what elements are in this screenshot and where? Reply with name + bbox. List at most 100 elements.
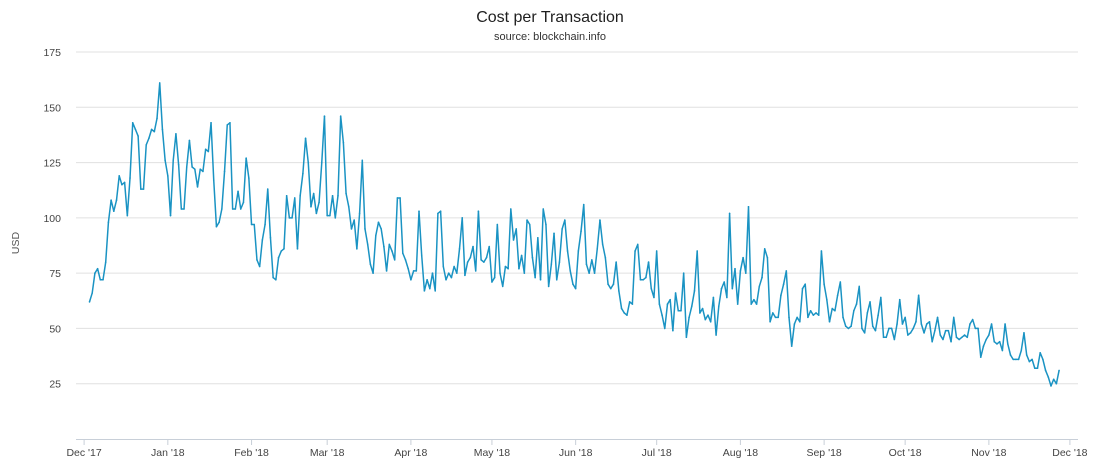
data-point (655, 250, 658, 252)
data-point (772, 312, 774, 314)
data-point (917, 294, 920, 297)
data-point (639, 278, 642, 281)
data-point (807, 316, 809, 319)
data-point (131, 121, 134, 124)
data-point (518, 267, 520, 270)
data-point (415, 270, 418, 272)
data-point (569, 270, 572, 272)
data-point (499, 272, 501, 274)
data-point (447, 272, 450, 274)
data-point (582, 203, 585, 206)
data-point (339, 115, 342, 117)
data-point (753, 298, 755, 301)
data-point (185, 166, 188, 168)
data-point (1058, 369, 1060, 372)
data-point (1015, 358, 1017, 361)
data-point (601, 243, 604, 246)
data-point (491, 281, 493, 283)
data-point (974, 327, 977, 330)
data-point (526, 219, 528, 221)
data-point (958, 338, 960, 341)
data-point (707, 314, 709, 316)
data-point (704, 318, 707, 321)
data-point (604, 256, 607, 259)
data-point (537, 236, 539, 239)
data-point (1039, 351, 1041, 354)
data-point (196, 186, 199, 188)
data-point (113, 210, 115, 213)
data-point (464, 274, 466, 277)
data-point (140, 188, 142, 190)
data-point (142, 188, 145, 190)
data-point (666, 303, 669, 305)
x-tick-label: Mar '18 (310, 447, 345, 459)
data-point (1004, 323, 1006, 325)
data-point (393, 259, 396, 261)
data-point (104, 261, 107, 263)
data-point (898, 298, 901, 301)
data-point (212, 179, 215, 182)
data-point (877, 314, 879, 316)
data-point (1042, 358, 1044, 361)
data-point (618, 290, 620, 292)
data-point (323, 115, 326, 117)
data-point (539, 278, 542, 281)
data-point (920, 323, 923, 325)
data-point (969, 323, 971, 325)
data-point (134, 128, 137, 131)
data-point (266, 188, 269, 190)
data-point (788, 316, 790, 319)
data-point (204, 148, 207, 151)
data-point (288, 217, 291, 219)
data-point (591, 259, 593, 261)
data-point (145, 144, 148, 146)
data-point (620, 307, 623, 310)
data-point (1031, 358, 1033, 361)
data-point (258, 265, 261, 268)
data-point (121, 183, 123, 186)
data-point (226, 124, 229, 126)
y-tick-label: 75 (49, 268, 61, 280)
x-tick-label: Dec '17 (66, 447, 101, 459)
data-point (531, 256, 534, 259)
y-tick-label: 175 (43, 47, 61, 59)
data-point (269, 236, 272, 239)
data-point (493, 276, 496, 279)
data-point (742, 256, 744, 259)
data-point (820, 250, 823, 252)
data-point (385, 270, 388, 272)
data-point (871, 325, 874, 328)
data-point (745, 272, 747, 274)
data-point (169, 214, 172, 217)
data-point (383, 245, 385, 248)
data-point (194, 168, 196, 171)
data-point (167, 175, 169, 177)
data-point (545, 223, 547, 226)
data-point (221, 208, 223, 210)
data-point (439, 210, 442, 213)
data-point (564, 219, 566, 221)
chart-subtitle: source: blockchain.info (494, 31, 606, 43)
data-point (418, 210, 420, 213)
data-point (888, 327, 890, 330)
data-point (831, 307, 834, 310)
data-point (1033, 367, 1036, 370)
data-point (407, 267, 410, 270)
data-point (693, 290, 696, 292)
data-point (747, 206, 750, 208)
data-point (172, 159, 175, 162)
data-point (928, 320, 931, 323)
data-point (755, 303, 758, 305)
data-point (658, 303, 661, 305)
data-point (739, 270, 742, 272)
x-tick-label: May '18 (474, 447, 511, 459)
data-point (566, 250, 569, 252)
data-point (682, 272, 685, 274)
data-point (191, 166, 193, 168)
data-point (88, 301, 91, 303)
x-tick-label: Feb '18 (234, 447, 269, 459)
data-point (229, 121, 231, 124)
data-point (847, 327, 850, 330)
data-point (207, 150, 210, 153)
data-point (412, 270, 415, 272)
